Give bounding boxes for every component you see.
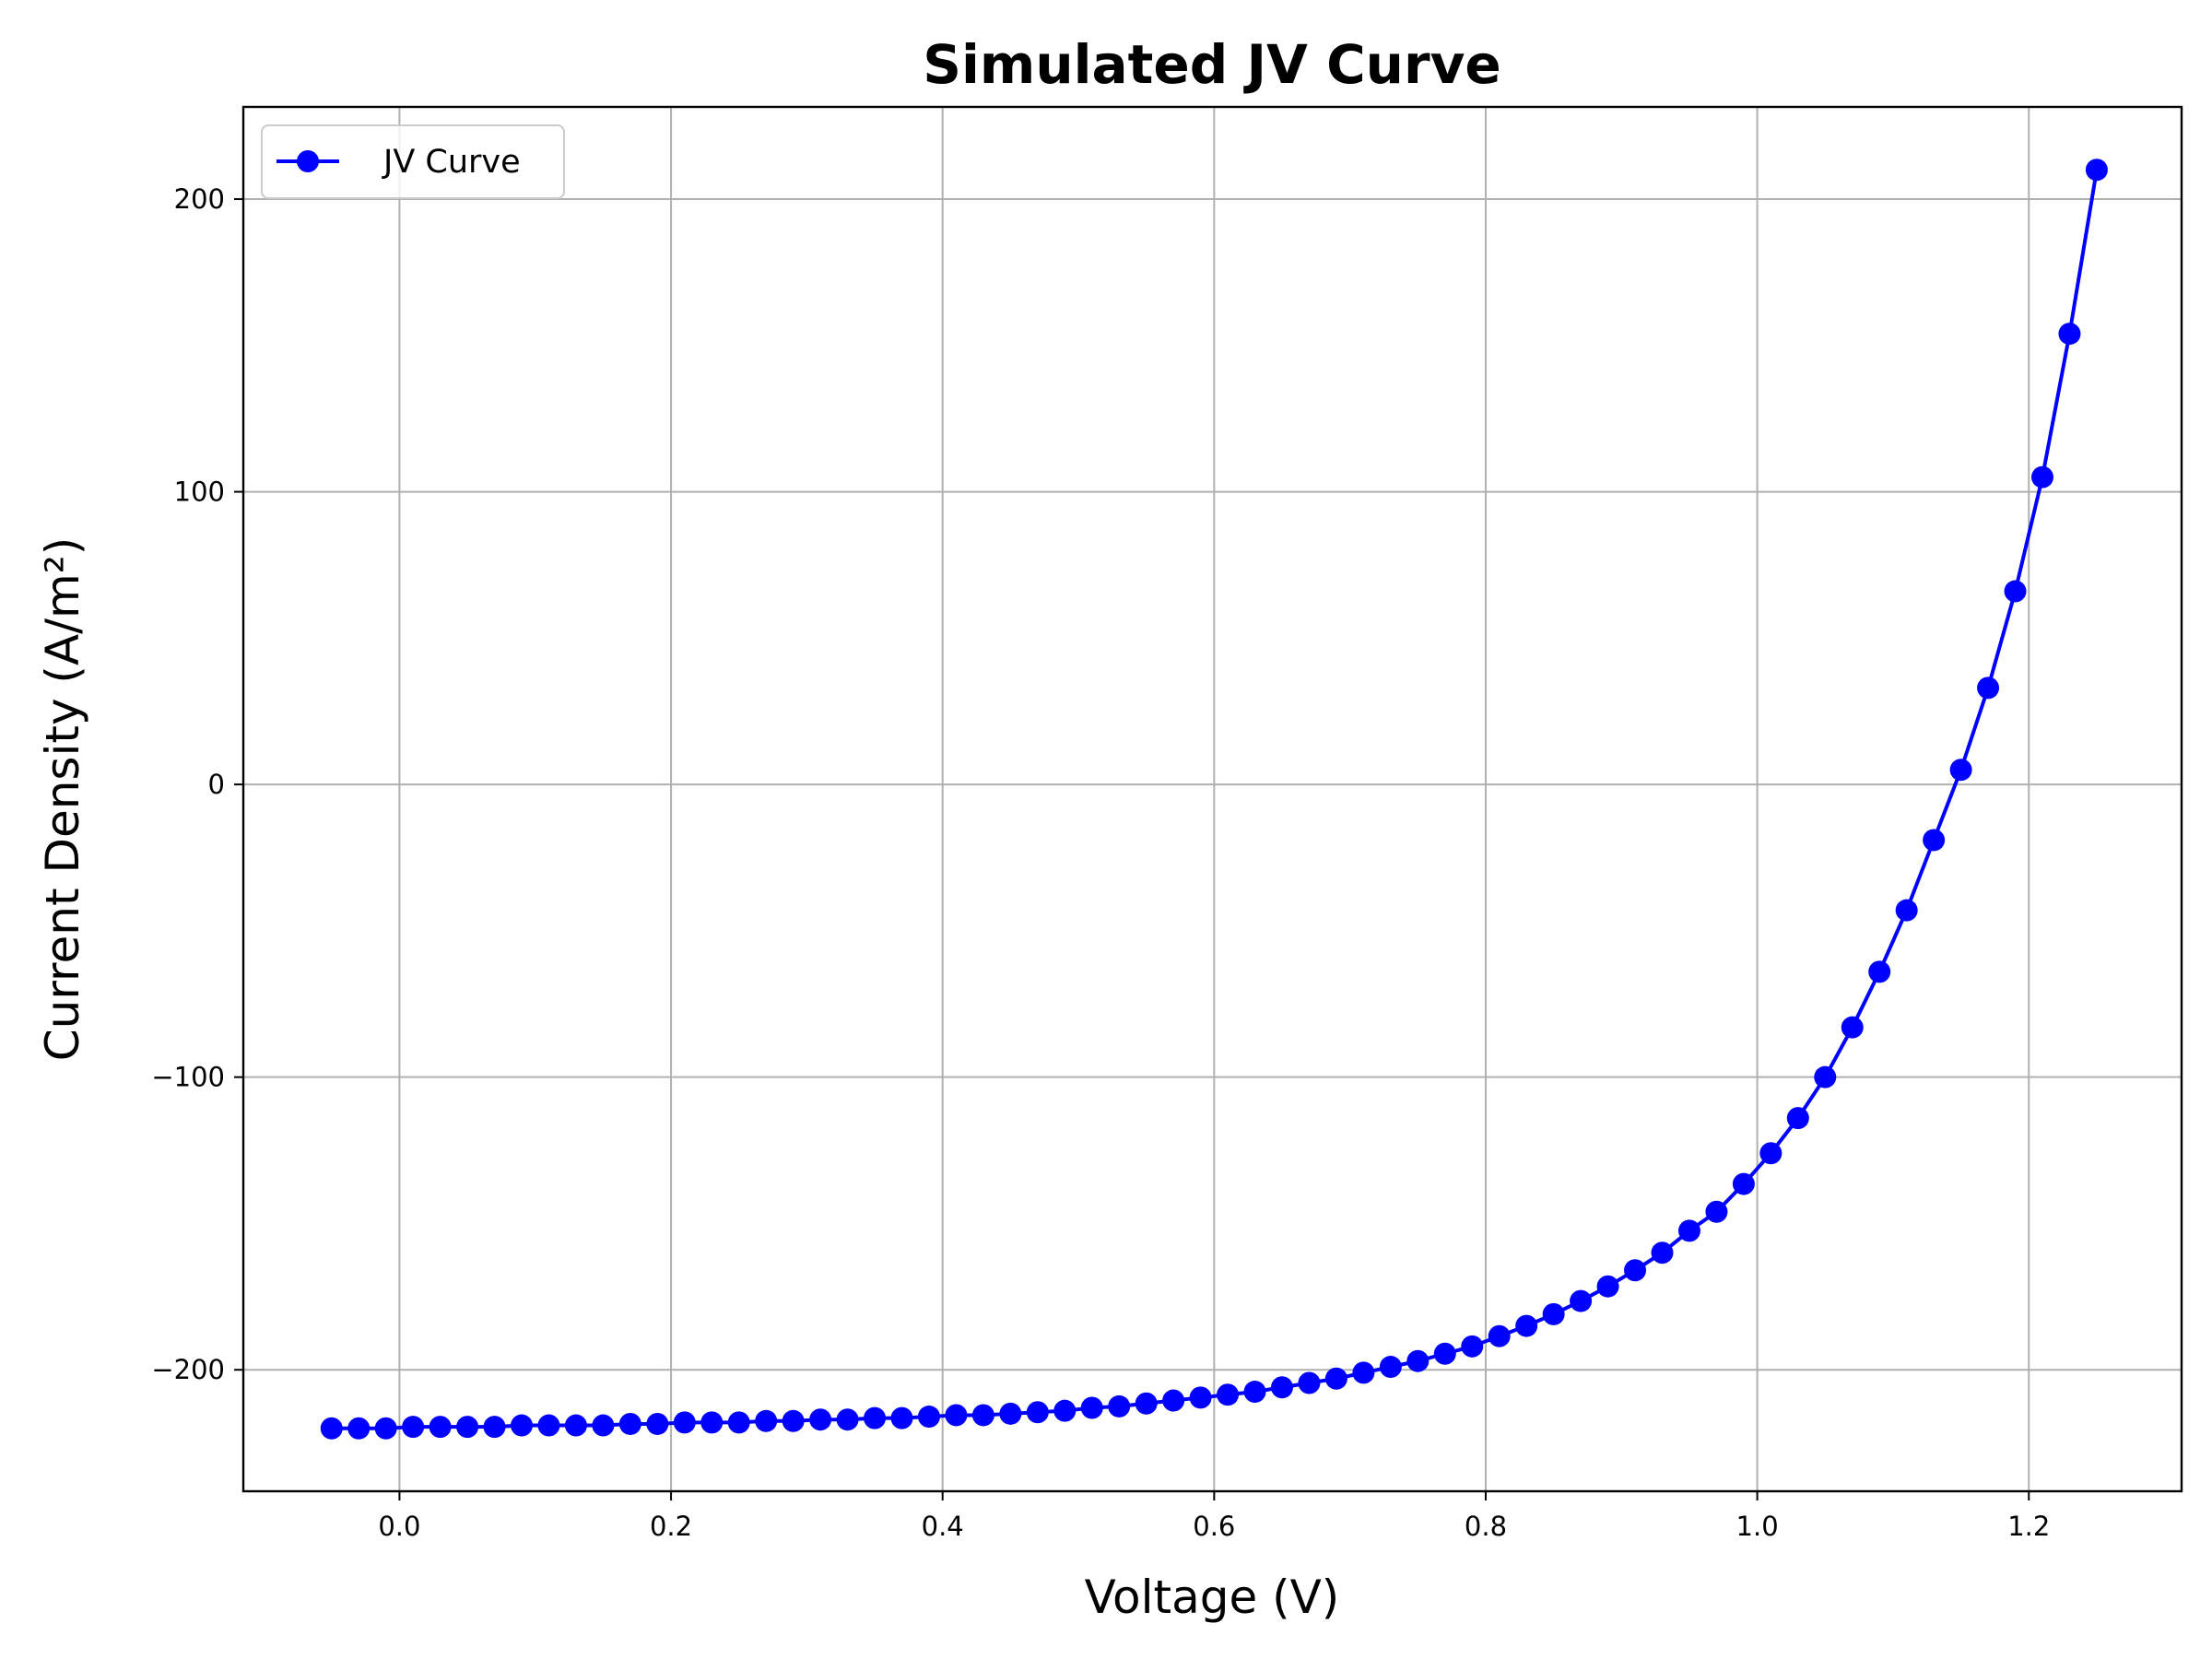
data-point	[727, 1411, 750, 1434]
legend-box	[261, 124, 565, 199]
data-point	[483, 1416, 506, 1439]
chart-title: Simulated JV Curve	[923, 33, 1500, 96]
data-point	[1189, 1386, 1212, 1409]
data-point	[1868, 960, 1891, 983]
data-point	[402, 1416, 425, 1439]
data-point	[971, 1404, 994, 1427]
data-point	[347, 1417, 371, 1440]
legend: JV Curve	[261, 124, 565, 199]
data-point	[890, 1406, 913, 1430]
data-point	[864, 1406, 887, 1430]
data-point	[1053, 1399, 1077, 1422]
data-point	[809, 1408, 832, 1431]
data-point	[1677, 1219, 1700, 1242]
data-point	[374, 1417, 397, 1440]
data-point	[1243, 1381, 1266, 1404]
data-point	[646, 1412, 669, 1435]
data-point	[1217, 1383, 1240, 1406]
x-axis-label: Voltage (V)	[1085, 1571, 1340, 1624]
data-point	[700, 1411, 724, 1434]
data-point	[1433, 1342, 1456, 1365]
data-point	[1488, 1324, 1511, 1347]
x-tick-label: 0.0	[378, 1511, 420, 1542]
data-point	[2085, 159, 2108, 182]
data-point	[1949, 759, 1972, 782]
data-point	[1786, 1107, 1809, 1130]
data-point	[1759, 1142, 1783, 1165]
grid-lines	[243, 107, 2182, 1491]
plot-frame	[241, 105, 2183, 1493]
series-layer	[320, 159, 2108, 1440]
data-point	[1705, 1200, 1728, 1223]
data-point	[1026, 1401, 1049, 1424]
data-point	[2004, 580, 2027, 603]
data-point	[429, 1416, 452, 1439]
data-point	[618, 1412, 641, 1435]
data-point	[755, 1409, 778, 1432]
y-tick-label: −100	[151, 1062, 225, 1093]
data-point	[2030, 465, 2053, 488]
data-point	[1271, 1376, 1294, 1399]
data-point	[1324, 1367, 1347, 1390]
data-point	[1596, 1275, 1619, 1298]
axis-ticks: 0.0 0.2 0.4 0.6 0.8 1.0 1.2 −200 −100 0 100 200	[151, 183, 2050, 1542]
data-point	[537, 1414, 560, 1437]
data-point	[917, 1406, 940, 1429]
x-tick-label: 0.8	[1465, 1511, 1507, 1542]
x-tick-label: 0.4	[922, 1511, 964, 1542]
data-point	[1923, 829, 1946, 852]
data-point	[1515, 1314, 1538, 1337]
data-point	[320, 1417, 343, 1440]
y-tick-label: 0	[208, 769, 225, 800]
data-point	[1406, 1349, 1430, 1372]
y-tick-label: −200	[151, 1354, 225, 1385]
data-point	[1977, 677, 2000, 700]
data-point	[1624, 1259, 1647, 1282]
data-point	[1651, 1241, 1674, 1265]
data-point	[2058, 323, 2081, 346]
data-point	[456, 1416, 479, 1439]
data-point	[592, 1414, 615, 1437]
data-point	[1379, 1356, 1402, 1379]
y-tick-label: 200	[174, 183, 225, 215]
data-point	[1461, 1335, 1484, 1358]
x-tick-label: 0.2	[650, 1511, 692, 1542]
data-point	[836, 1408, 859, 1431]
data-point	[945, 1404, 968, 1427]
data-point	[782, 1409, 805, 1432]
legend-label: JV Curve	[382, 144, 521, 181]
data-point	[1352, 1361, 1375, 1384]
data-point	[1542, 1302, 1565, 1325]
legend-marker-swatch	[297, 150, 319, 172]
data-point	[1732, 1172, 1755, 1195]
y-axis-label: Current Density (A/m²)	[36, 537, 89, 1061]
data-point	[1080, 1396, 1103, 1419]
data-point	[1108, 1394, 1131, 1418]
data-point	[511, 1414, 534, 1437]
y-tick-label: 100	[174, 477, 225, 508]
data-point	[1570, 1289, 1593, 1312]
data-point	[1814, 1065, 1837, 1088]
data-point	[999, 1402, 1022, 1425]
data-point	[1298, 1371, 1321, 1394]
data-point	[1162, 1389, 1185, 1412]
x-tick-label: 0.6	[1193, 1511, 1235, 1542]
data-point	[1895, 899, 1918, 922]
data-point	[564, 1414, 587, 1437]
data-point	[1135, 1392, 1158, 1415]
x-tick-label: 1.0	[1736, 1511, 1779, 1542]
data-point	[673, 1411, 696, 1434]
x-tick-label: 1.2	[2007, 1511, 2050, 1542]
data-point	[1841, 1016, 1864, 1039]
